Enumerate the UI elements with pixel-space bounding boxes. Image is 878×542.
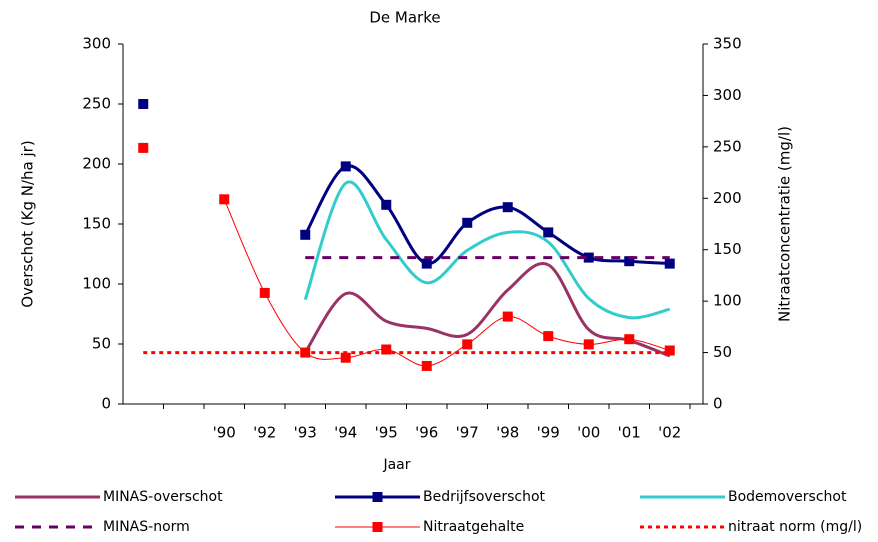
x-tick-label: '93	[294, 424, 317, 442]
y-tick-label: 100	[82, 275, 111, 293]
legend-label: Bedrijfsoverschot	[423, 489, 546, 505]
series-marker	[259, 287, 270, 298]
x-tick-label: '02	[658, 424, 681, 442]
series-marker	[543, 331, 554, 342]
series-marker	[219, 194, 230, 205]
legend-label: MINAS-overschot	[103, 489, 223, 505]
x-tick-label: '99	[537, 424, 560, 442]
y2-axis-label: Nitraatconcentratie (mg/l)	[776, 126, 794, 322]
series-marker	[624, 334, 635, 345]
series-marker	[340, 161, 351, 172]
x-tick-label: '00	[577, 424, 600, 442]
y2-tick-label: 200	[713, 189, 742, 207]
y2-tick-label: 350	[713, 35, 742, 53]
chart-title: De Marke	[369, 9, 440, 27]
series-marker	[462, 217, 473, 228]
x-tick-label: '94	[334, 424, 357, 442]
series-marker	[421, 360, 432, 371]
series-marker	[300, 229, 311, 240]
y-tick-label: 0	[101, 395, 111, 413]
x-tick-label: '01	[618, 424, 641, 442]
x-tick-label: '90	[213, 424, 236, 442]
x-tick-label: '96	[415, 424, 438, 442]
series-marker	[664, 258, 675, 269]
series-marker	[664, 345, 675, 356]
legend-marker	[372, 522, 383, 532]
series-marker	[624, 256, 635, 267]
x-axis-label: Jaar	[382, 457, 410, 473]
y2-tick-label: 50	[713, 343, 732, 361]
x-tick-label: '98	[496, 424, 519, 442]
y2-tick-label: 250	[713, 137, 742, 155]
series-line	[303, 180, 671, 320]
x-tick-label: '95	[375, 424, 398, 442]
legend-marker	[372, 492, 383, 502]
y-tick-label: 150	[82, 215, 111, 233]
legend-label: MINAS-norm	[103, 519, 190, 535]
series-marker	[381, 344, 392, 355]
legend-label: nitraat norm (mg/l)	[728, 519, 862, 535]
y-tick-label: 300	[82, 35, 111, 53]
series-marker	[462, 339, 473, 350]
y-axis-label: Overschot (Kg N/ha jr)	[19, 140, 37, 307]
y-tick-label: 200	[82, 155, 111, 173]
series-marker	[381, 199, 392, 210]
legend-label: Nitraatgehalte	[423, 519, 524, 535]
series-marker	[583, 339, 594, 350]
x-tick-label: '97	[456, 424, 479, 442]
series-marker	[502, 311, 513, 322]
y2-tick-label: 300	[713, 86, 742, 104]
series-marker	[138, 99, 149, 109]
series-marker	[583, 252, 594, 263]
x-tick-label: '92	[253, 424, 276, 442]
series-marker	[502, 202, 513, 213]
series-marker	[421, 258, 432, 269]
series-marker	[543, 227, 554, 238]
series-line	[223, 199, 670, 367]
series-line	[303, 262, 671, 358]
y-tick-label: 50	[92, 335, 111, 353]
y-tick-label: 250	[82, 95, 111, 113]
legend-label: Bodemoverschot	[728, 489, 847, 505]
series-line	[303, 164, 670, 266]
series-marker	[340, 352, 351, 363]
y2-tick-label: 100	[713, 292, 742, 310]
series-marker	[138, 142, 149, 153]
y2-tick-label: 0	[713, 395, 723, 413]
y2-tick-label: 150	[713, 240, 742, 258]
